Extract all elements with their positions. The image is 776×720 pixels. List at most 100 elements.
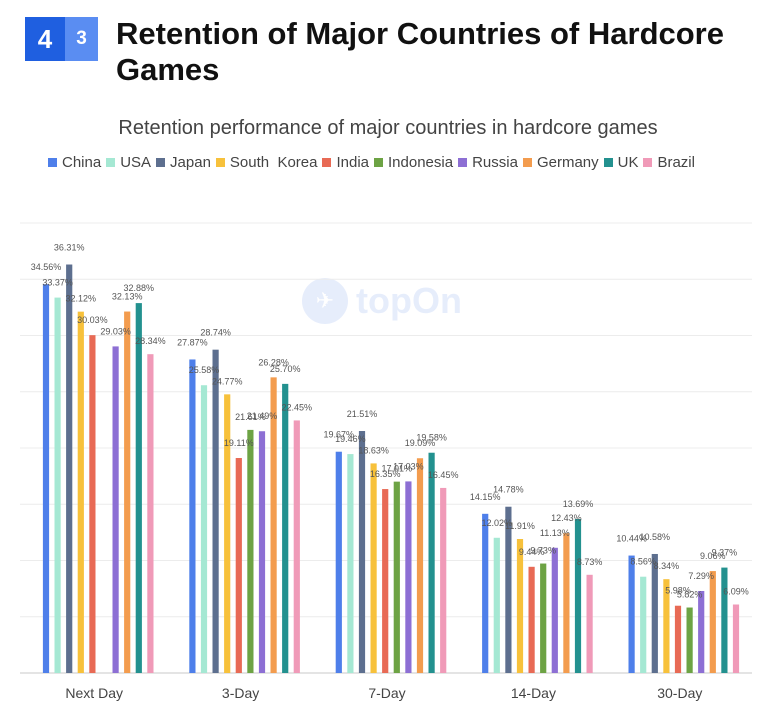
bar-china-1 [189,359,196,673]
data-label: 29.03% [100,326,131,336]
bar-china-4 [628,555,635,673]
bar-china-3 [482,513,489,673]
data-label: 19.67% [324,430,355,440]
legend-swatch-brazil [643,158,653,167]
bar-japan-3 [505,506,512,673]
data-label: 10.44% [616,534,647,544]
bar-brazil-1 [293,420,300,673]
legend-label-russia: Russia [472,154,518,171]
bar-russia-3 [551,547,558,673]
bar-uk-1 [282,383,289,673]
bar-india-1 [235,458,242,673]
bar-germany-2 [416,458,424,673]
legend-swatch-germany [522,158,532,167]
legend-label-south-korea: South Korea [229,154,318,171]
topon-logo-icon: ✈ [302,278,348,324]
bar-uk-3 [574,518,582,673]
data-label: 11.91% [505,521,535,531]
bar-japan-4 [651,553,658,673]
legend-swatch-south-korea [215,158,225,167]
bar-indonesia-3 [540,563,547,673]
legend-label-china: China [62,154,102,171]
legend-item-brazil: Brazil [643,154,695,171]
legend-item-germany: Germany [522,154,599,171]
legend-item-japan: Japan [156,154,211,171]
bar-uk-2 [428,452,435,673]
x-tick-label: 30-Day [657,685,702,701]
data-label: 19.46% [335,434,366,444]
bar-usa-3 [493,537,500,673]
data-label: 14.15% [470,492,501,502]
data-label: 33.37% [42,278,73,288]
page-title: Retention of Major Countries of Hardcore… [116,16,724,87]
data-label: 19.58% [416,433,447,443]
x-tick-label: 7-Day [368,685,405,701]
legend-label-brazil: Brazil [657,154,695,171]
data-label: 9.37% [712,548,738,558]
legend-label-india: India [336,154,370,171]
legend-label-usa: USA [120,154,152,171]
data-label: 19.09% [405,438,436,448]
bar-south-korea-1 [224,394,231,673]
data-label: 21.51% [347,409,378,419]
data-label: 32.13% [112,292,143,302]
bar-uk-4 [721,567,728,673]
watermark-text: topOn [356,280,462,321]
data-label: 32.12% [66,294,97,304]
bar-germany-4 [709,571,716,673]
bar-india-0 [89,335,96,673]
legend-swatch-japan [156,158,166,167]
data-label: 10.58% [640,532,671,542]
x-tick-label: Next Day [65,685,123,701]
data-label: 16.45% [428,470,459,480]
subsection-number-badge: 3 [65,17,98,61]
bar-south-korea-3 [516,539,524,673]
data-label: 9.73% [530,546,556,556]
legend-swatch-uk [603,158,613,167]
bar-germany-0 [124,311,131,673]
bar-germany-1 [270,377,277,673]
bar-germany-3 [563,533,570,673]
legend-label-germany: Germany [536,154,599,171]
data-label: 13.69% [563,499,594,509]
data-label: 28.34% [135,336,166,346]
bar-japan-1 [212,349,219,673]
data-label: 9.06% [700,551,726,561]
data-label: 17.03% [393,461,424,471]
bar-russia-2 [405,481,412,673]
bar-indonesia-2 [393,481,400,673]
bar-usa-4 [640,576,647,673]
legend-swatch-india [322,158,332,167]
data-label: 21.61% [235,412,266,422]
bar-south-korea-2 [370,463,377,673]
data-label: 5.98% [665,586,691,596]
data-label: 18.63% [358,445,389,455]
bar-usa-2 [347,454,354,673]
watermark: ✈ topOn [302,278,462,324]
legend-swatch-usa [106,158,116,167]
bar-indonesia-4 [686,607,693,673]
data-label: 14.78% [493,485,524,495]
bar-china-0 [42,284,50,673]
data-label: 28.74% [200,328,231,338]
data-label: 21.49% [247,411,278,421]
bar-south-korea-0 [77,311,84,673]
bar-brazil-3 [586,574,593,673]
bar-india-4 [674,605,682,673]
bar-russia-1 [258,431,266,673]
data-label: 36.31% [54,243,85,253]
bar-brazil-0 [147,354,154,673]
bar-india-2 [382,489,389,673]
legend-swatch-russia [458,158,468,167]
legend-label-indonesia: Indonesia [388,154,454,171]
bar-indonesia-1 [247,429,254,673]
bar-uk-0 [135,303,142,673]
legend-item-uk: UK [603,154,638,171]
data-label: 27.87% [177,337,208,347]
legend-label-japan: Japan [170,154,211,171]
data-label: 11.13% [540,528,570,538]
bar-usa-1 [200,385,208,673]
bar-usa-0 [54,297,61,673]
data-label: 7.29% [688,571,714,581]
